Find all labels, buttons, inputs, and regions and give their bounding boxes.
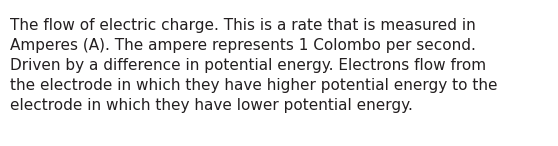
Text: The flow of electric charge. This is a rate that is measured in
Amperes (A). The: The flow of electric charge. This is a r… bbox=[10, 18, 498, 113]
